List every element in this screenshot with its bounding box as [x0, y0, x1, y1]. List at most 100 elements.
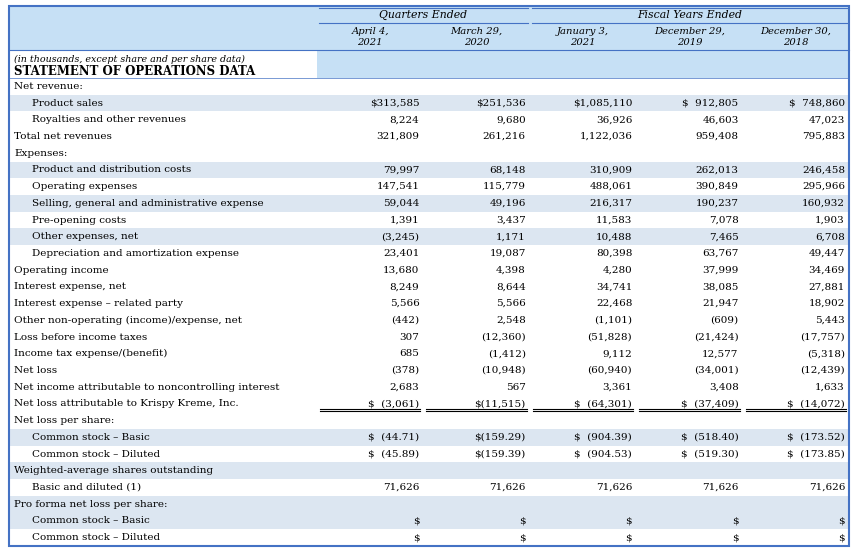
Bar [9, 211, 849, 229]
Text: Net loss: Net loss [14, 366, 57, 375]
Bar [9, 245, 849, 262]
Text: $1,085,110: $1,085,110 [572, 99, 632, 108]
Text: Common stock – Diluted: Common stock – Diluted [32, 450, 160, 458]
Text: Common stock – Diluted: Common stock – Diluted [32, 533, 160, 542]
Text: 246,458: 246,458 [802, 165, 845, 174]
Text: (in thousands, except share and per share data): (in thousands, except share and per shar… [14, 54, 245, 63]
Text: 5,566: 5,566 [390, 299, 420, 308]
Text: (51,828): (51,828) [588, 332, 632, 341]
Text: 488,061: 488,061 [589, 182, 632, 191]
Text: Income tax expense/(benefit): Income tax expense/(benefit) [14, 349, 167, 359]
Text: 19,087: 19,087 [489, 249, 526, 258]
Text: 80,398: 80,398 [595, 249, 632, 258]
Text: 567: 567 [506, 383, 526, 392]
Text: 216,317: 216,317 [589, 199, 632, 208]
Bar [9, 145, 849, 162]
Text: 2,548: 2,548 [496, 316, 526, 325]
Text: (12,439): (12,439) [801, 366, 845, 375]
Text: $  (173.85): $ (173.85) [788, 450, 845, 458]
Text: 22,468: 22,468 [595, 299, 632, 308]
Bar [9, 513, 849, 529]
Text: $: $ [413, 517, 420, 526]
Text: 38,085: 38,085 [702, 282, 739, 291]
Text: $: $ [838, 533, 845, 542]
Bar [9, 50, 849, 78]
Text: $  (45.89): $ (45.89) [368, 450, 420, 458]
Text: 49,447: 49,447 [808, 249, 845, 258]
Text: 2,683: 2,683 [390, 383, 420, 392]
Bar [9, 195, 849, 211]
Bar [9, 295, 849, 312]
Text: Common stock – Basic: Common stock – Basic [32, 517, 150, 526]
Text: $  (44.71): $ (44.71) [368, 433, 420, 442]
Text: 10,488: 10,488 [595, 233, 632, 241]
Text: $313,585: $313,585 [370, 99, 420, 108]
Text: 46,603: 46,603 [702, 115, 739, 124]
Text: 310,909: 310,909 [589, 165, 632, 174]
Text: 71,626: 71,626 [808, 483, 845, 492]
Text: Selling, general and administrative expense: Selling, general and administrative expe… [32, 199, 263, 208]
Text: $: $ [625, 517, 632, 526]
Text: 685: 685 [400, 349, 420, 359]
Text: 8,644: 8,644 [496, 282, 526, 291]
Text: 27,881: 27,881 [808, 282, 845, 291]
Text: 11,583: 11,583 [595, 215, 632, 225]
Text: $: $ [732, 533, 739, 542]
Text: 5,566: 5,566 [496, 299, 526, 308]
Bar [9, 345, 849, 362]
Text: April 4,
2021: April 4, 2021 [352, 27, 389, 47]
Text: Common stock – Basic: Common stock – Basic [32, 433, 150, 442]
Text: Pre-opening costs: Pre-opening costs [32, 215, 126, 225]
Text: Pro forma net loss per share:: Pro forma net loss per share: [14, 500, 167, 509]
Bar [9, 412, 849, 429]
Text: (378): (378) [391, 366, 420, 375]
Text: 37,999: 37,999 [702, 266, 739, 275]
Text: 47,023: 47,023 [808, 115, 845, 124]
Text: 34,741: 34,741 [595, 282, 632, 291]
Text: Net income attributable to noncontrolling interest: Net income attributable to noncontrollin… [14, 383, 280, 392]
Bar [9, 262, 849, 279]
Text: (609): (609) [710, 316, 739, 325]
Text: Net loss attributable to Krispy Kreme, Inc.: Net loss attributable to Krispy Kreme, I… [14, 400, 239, 408]
Text: 18,902: 18,902 [808, 299, 845, 308]
Text: 49,196: 49,196 [489, 199, 526, 208]
Text: $  (3,061): $ (3,061) [368, 400, 420, 408]
Text: 71,626: 71,626 [489, 483, 526, 492]
Text: 34,469: 34,469 [808, 266, 845, 275]
Text: $  (64,301): $ (64,301) [575, 400, 632, 408]
Text: 190,237: 190,237 [696, 199, 739, 208]
Bar [9, 496, 849, 513]
Text: 68,148: 68,148 [489, 165, 526, 174]
Text: $: $ [625, 533, 632, 542]
Bar [9, 50, 317, 78]
Text: $(159.39): $(159.39) [474, 450, 526, 458]
Text: 1,633: 1,633 [815, 383, 845, 392]
Text: 6,708: 6,708 [815, 233, 845, 241]
Text: Expenses:: Expenses: [14, 149, 68, 158]
Text: Net loss per share:: Net loss per share: [14, 416, 114, 425]
Text: 8,224: 8,224 [390, 115, 420, 124]
Text: 71,626: 71,626 [595, 483, 632, 492]
Bar [9, 24, 849, 50]
Text: Operating expenses: Operating expenses [32, 182, 137, 191]
Text: 9,680: 9,680 [496, 115, 526, 124]
Text: $: $ [732, 517, 739, 526]
Text: Total net revenues: Total net revenues [14, 132, 112, 141]
Text: 321,809: 321,809 [377, 132, 420, 141]
Text: Quarters Ended: Quarters Ended [379, 10, 468, 20]
Bar [9, 78, 849, 95]
Text: March 29,
2020: March 29, 2020 [450, 27, 503, 47]
Text: $: $ [413, 533, 420, 542]
Text: 795,883: 795,883 [802, 132, 845, 141]
Text: 4,398: 4,398 [496, 266, 526, 275]
Text: 307: 307 [400, 332, 420, 341]
Bar [9, 429, 849, 446]
Text: 13,680: 13,680 [383, 266, 420, 275]
Text: $  (519.30): $ (519.30) [681, 450, 739, 458]
Text: 3,361: 3,361 [602, 383, 632, 392]
Text: 160,932: 160,932 [802, 199, 845, 208]
Text: $: $ [838, 517, 845, 526]
Text: (442): (442) [391, 316, 420, 325]
Text: 71,626: 71,626 [702, 483, 739, 492]
Text: Net revenue:: Net revenue: [14, 82, 83, 91]
